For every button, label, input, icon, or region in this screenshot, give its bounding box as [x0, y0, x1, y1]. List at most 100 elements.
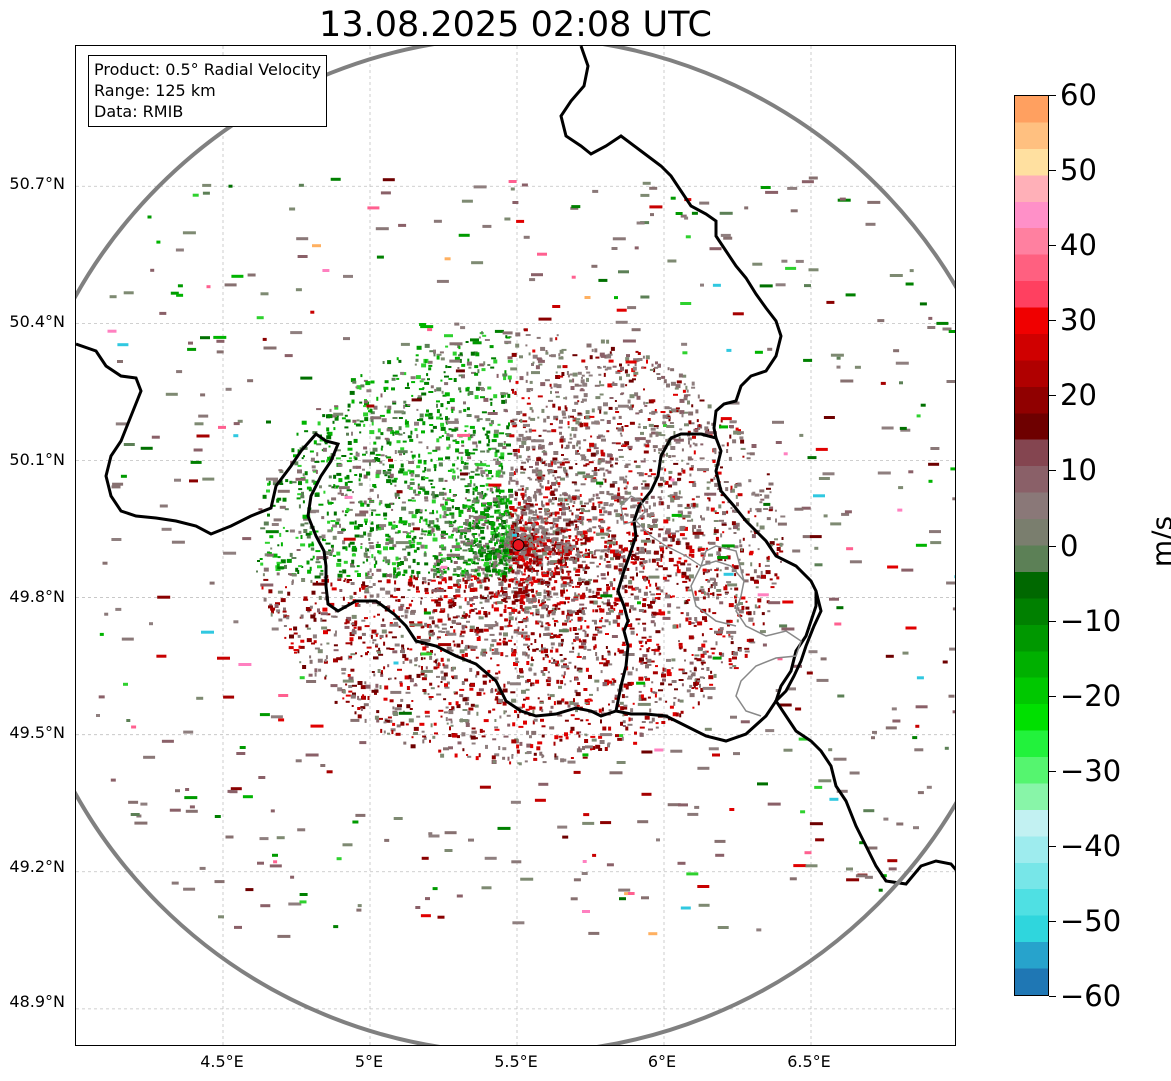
echo-pixel — [582, 629, 586, 632]
echo-pixel — [563, 467, 566, 472]
echo-pixel — [556, 334, 559, 337]
echo-pixel — [581, 376, 583, 379]
echo-pixel — [653, 425, 659, 428]
echo-pixel — [495, 696, 499, 701]
echo-pixel — [595, 652, 598, 656]
echo-pixel — [477, 369, 480, 374]
echo-pixel — [333, 484, 336, 488]
echo-pixel — [748, 641, 752, 644]
echo-pixel — [333, 474, 337, 479]
echo-pixel — [508, 613, 512, 616]
echo-pixel — [465, 341, 469, 343]
echo-pixel — [702, 568, 707, 572]
echo-pixel — [593, 645, 596, 650]
echo-pixel — [448, 746, 453, 750]
echo-pixel — [424, 509, 427, 512]
echo-pixel — [541, 709, 544, 713]
echo-pixel — [371, 573, 374, 576]
echo-pixel — [606, 588, 609, 592]
echo-pixel — [523, 720, 527, 725]
echo-pixel — [560, 477, 565, 481]
echo-pixel — [678, 557, 682, 560]
echo-pixel — [522, 511, 528, 516]
echo-pixel — [607, 511, 612, 516]
echo-pixel — [630, 514, 635, 519]
echo-pixel — [606, 420, 611, 424]
echo-pixel — [466, 499, 471, 502]
echo-pixel — [656, 518, 659, 521]
echo-pixel — [525, 458, 531, 461]
echo-pixel — [549, 590, 552, 595]
echo-pixel — [510, 545, 513, 548]
echo-pixel — [669, 705, 674, 709]
echo-pixel — [424, 343, 430, 348]
echo-pixel — [702, 616, 707, 621]
echo-pixel — [557, 466, 563, 469]
echo-pixel — [347, 480, 353, 483]
echo-pixel — [398, 497, 401, 499]
echo-pixel — [552, 511, 556, 515]
echo-pixel — [465, 571, 469, 576]
echo-pixel — [431, 599, 436, 602]
echo-pixel — [462, 549, 468, 552]
echo-pixel — [365, 556, 370, 558]
echo-pixel — [451, 514, 455, 519]
echo-pixel — [603, 402, 608, 407]
echo-pixel — [556, 384, 562, 389]
echo-pixel — [425, 715, 430, 718]
echo-pixel — [532, 541, 538, 544]
echo-pixel — [514, 391, 517, 395]
echo-pixel — [415, 375, 421, 380]
echo-pixel — [711, 652, 715, 655]
echo-pixel — [389, 537, 394, 542]
echo-pixel — [760, 498, 765, 501]
radar-map[interactable] — [75, 45, 956, 1046]
echo-pixel — [466, 620, 470, 623]
echo-pixel — [400, 634, 404, 638]
echo-pixel — [411, 599, 414, 602]
echo-pixel — [316, 443, 322, 446]
echo-pixel — [635, 552, 639, 555]
echo-pixel — [532, 494, 537, 499]
echo-pixel — [528, 529, 531, 534]
echo-pixel — [692, 527, 694, 532]
echo-pixel — [485, 473, 489, 477]
echo-pixel — [583, 393, 588, 398]
echo-pixel — [592, 636, 597, 641]
echo-pixel — [499, 582, 504, 586]
echo-pixel — [424, 544, 428, 549]
echo-pixel — [527, 646, 529, 649]
echo-pixel — [658, 451, 661, 454]
echo-pixel — [282, 610, 287, 613]
echo-pixel — [637, 358, 643, 361]
echo-pixel — [363, 412, 369, 417]
echo-pixel — [415, 657, 418, 661]
echo-pixel — [349, 656, 353, 658]
echo-pixel — [558, 375, 564, 378]
echo-pixel — [667, 544, 673, 547]
echo-pixel — [373, 556, 376, 561]
echo-pixel — [579, 731, 582, 734]
echo-pixel — [681, 683, 684, 687]
echo-pixel — [408, 523, 411, 526]
echo-pixel — [351, 553, 356, 557]
echo-pixel — [614, 696, 620, 700]
echo-pixel — [436, 403, 438, 408]
echo-pixel — [394, 492, 400, 497]
echo-pixel — [370, 522, 374, 525]
echo-pixel — [483, 564, 489, 567]
echo-pixel — [595, 609, 599, 613]
echo-pixel — [433, 349, 436, 354]
echo-pixel — [322, 539, 327, 542]
echo-pixel — [492, 561, 495, 564]
echo-pixel — [688, 440, 690, 445]
echo-pixel — [593, 551, 596, 556]
echo-pixel — [573, 433, 577, 438]
echo-pixel — [732, 509, 736, 513]
echo-pixel — [567, 541, 571, 544]
echo-pixel — [500, 586, 503, 591]
echo-pixel — [583, 688, 588, 691]
echo-pixel — [562, 536, 568, 539]
echo-pixel — [601, 707, 604, 712]
echo-pixel — [440, 379, 443, 382]
